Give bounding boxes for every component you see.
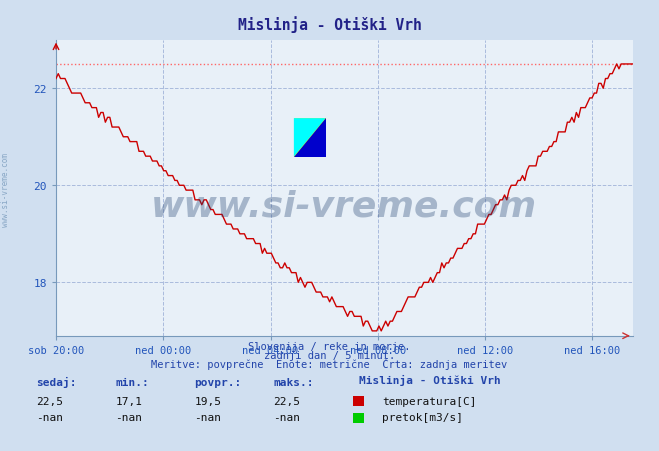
Text: 19,5: 19,5: [194, 396, 221, 405]
Text: -nan: -nan: [115, 412, 142, 422]
Polygon shape: [294, 119, 326, 157]
Text: sedaj:: sedaj:: [36, 377, 76, 387]
FancyBboxPatch shape: [294, 119, 326, 157]
Text: povpr.:: povpr.:: [194, 377, 242, 387]
Text: -nan: -nan: [194, 412, 221, 422]
Polygon shape: [294, 119, 326, 157]
Text: Slovenija / reke in morje.: Slovenija / reke in morje.: [248, 341, 411, 351]
Text: pretok[m3/s]: pretok[m3/s]: [382, 412, 463, 422]
Text: Mislinja - Otiški Vrh: Mislinja - Otiški Vrh: [359, 374, 501, 385]
Text: www.si-vreme.com: www.si-vreme.com: [152, 189, 537, 223]
Text: Mislinja - Otiški Vrh: Mislinja - Otiški Vrh: [238, 16, 421, 32]
Text: www.si-vreme.com: www.si-vreme.com: [1, 152, 10, 226]
Text: maks.:: maks.:: [273, 377, 314, 387]
Text: 22,5: 22,5: [273, 396, 301, 405]
Text: 22,5: 22,5: [36, 396, 63, 405]
Text: -nan: -nan: [36, 412, 63, 422]
Text: zadnji dan / 5 minut.: zadnji dan / 5 minut.: [264, 350, 395, 360]
Text: 17,1: 17,1: [115, 396, 142, 405]
Text: min.:: min.:: [115, 377, 149, 387]
Text: temperatura[C]: temperatura[C]: [382, 396, 476, 405]
Text: -nan: -nan: [273, 412, 301, 422]
Text: Meritve: povprečne  Enote: metrične  Črta: zadnja meritev: Meritve: povprečne Enote: metrične Črta:…: [152, 358, 507, 369]
